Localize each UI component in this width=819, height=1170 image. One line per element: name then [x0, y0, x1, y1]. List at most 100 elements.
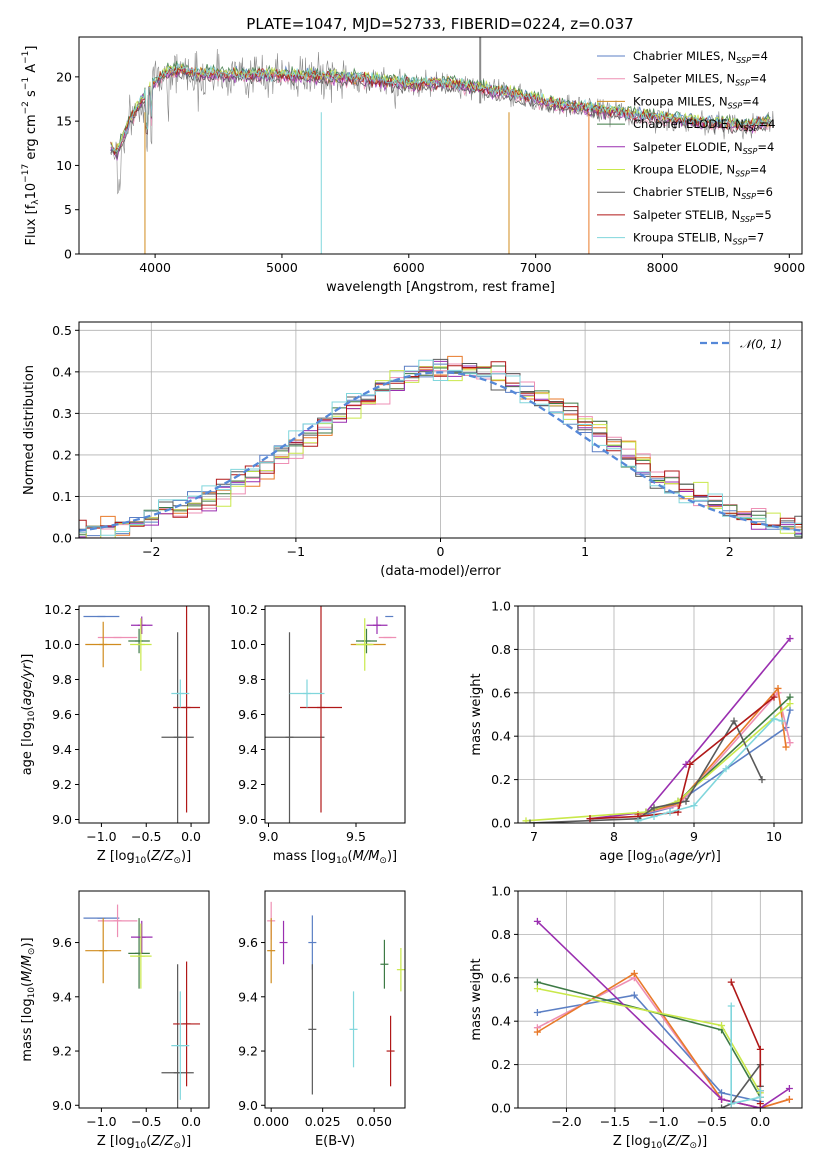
weight-marker: [718, 1104, 726, 1108]
weight-marker: [533, 978, 541, 986]
y-tick-label: 0.4: [491, 1014, 511, 1029]
weight-marker: [758, 776, 766, 784]
label-part: ⊙: [173, 856, 181, 866]
legend-count: =4: [750, 72, 767, 86]
weight-marker: [786, 693, 794, 701]
y-tick-label: 9.0: [52, 812, 72, 827]
y-tick-label: 15: [56, 114, 72, 129]
label-part: ]: [24, 46, 39, 51]
y-tick-label: 0.0: [491, 816, 511, 831]
label-part: ⊙: [173, 1141, 181, 1151]
y-tick-label: 9.8: [52, 672, 72, 687]
x-tick-label: −1.5: [600, 1114, 630, 1129]
weight-marker: [533, 917, 541, 925]
legend-entry: Kroupa STELIB, NSSP=7: [633, 231, 764, 247]
legend-entry: Chabrier STELIB, NSSP=6: [633, 185, 773, 201]
label-part: −1: [21, 77, 31, 90]
age_vs_mass-axes: 9.0 9.5 9.0 9.2 9.4 9.6 9.8 10.0 10.2 mass [log10…: [230, 602, 406, 866]
y-tick-label: 9.6: [52, 935, 72, 950]
weight-marker: [533, 1009, 541, 1017]
x-tick-label: 0.0: [750, 1114, 770, 1129]
y-axis-label: Flux [fλ10−17 erg cm−2 s−1 A−1]: [21, 46, 41, 246]
x-axis-label: mass [log10(M/M⊙)]: [273, 849, 397, 866]
x-tick-label: 8: [610, 829, 618, 844]
y-tick-label: 10: [56, 158, 72, 173]
axes-frame: [78, 321, 803, 539]
weight-marker: [786, 700, 794, 708]
errorbar-point: [131, 616, 153, 634]
label-part: )]: [181, 849, 191, 864]
x-axis-label: (data-model)/error: [380, 564, 501, 579]
legend-sub: SSP: [736, 56, 751, 65]
label-part: )]: [711, 849, 721, 864]
x-tick-label: 5000: [266, 260, 298, 275]
label-part: Z [log: [613, 1134, 651, 1149]
legend-sub: SSP: [735, 170, 750, 179]
y-tick-label: 0.4: [52, 364, 72, 379]
histogram-step: [79, 363, 802, 538]
legend-name: Chabrier MILES, N: [633, 49, 736, 63]
y-axis-label: mass [log10(M/M⊙)]: [20, 937, 37, 1061]
label-part: (: [348, 849, 353, 864]
y-tick-label: 9.2: [238, 1044, 258, 1059]
label-part: 10: [651, 1141, 663, 1151]
label-part: age [log: [599, 849, 652, 864]
y-tick-label: 10.0: [44, 637, 72, 652]
y-tick-label: 0.2: [52, 447, 72, 462]
legend-entry: Kroupa ELODIE, NSSP=4: [633, 163, 767, 179]
label-part: −1: [21, 51, 31, 64]
label-part: (: [662, 1134, 667, 1149]
y-tick-label: 9.2: [238, 777, 258, 792]
legend-sub: SSP: [744, 124, 759, 133]
errorbar-point: [356, 628, 377, 654]
legend-sub: SSP: [733, 238, 748, 247]
weight-marker: [718, 1095, 726, 1103]
weight-marker: [774, 684, 782, 692]
x-axis-label: E(B-V): [315, 1134, 355, 1149]
axes-frame: [264, 890, 406, 1109]
errorbar-point: [161, 632, 194, 823]
errorbar-point: [85, 918, 122, 984]
y-tick-label: 9.2: [52, 777, 72, 792]
legend-name: Kroupa MILES, N: [633, 94, 728, 108]
weight-line: [536, 920, 790, 1108]
x-tick-label: 7: [530, 829, 538, 844]
legend-sub: SSP: [728, 101, 743, 110]
y-tick-label: 0.8: [491, 642, 511, 657]
errorbar-point: [308, 964, 317, 1095]
x-tick-label: 9: [690, 829, 698, 844]
label-part: M/M: [20, 955, 35, 982]
errorbar-point: [267, 918, 276, 984]
weight-line: [537, 994, 761, 1103]
spectrum-axes: 4000 5000 6000 7000 8000 9000 0 5 10 15 20 waveleng…: [21, 36, 805, 295]
weight-marker: [526, 819, 534, 823]
weight-marker: [690, 802, 698, 810]
errorbar-point: [131, 920, 153, 954]
y-tick-label: 10.2: [44, 602, 72, 617]
label-part: erg cm: [24, 114, 39, 163]
axes-frame: [78, 605, 210, 824]
errorbar-point: [356, 618, 374, 671]
errorbar-point: [97, 904, 138, 938]
legend-name: Salpeter STELIB, N: [633, 208, 740, 222]
errorbar-point: [171, 679, 190, 708]
y-tick-label: 0.1: [52, 489, 72, 504]
weight-marker: [718, 1089, 726, 1097]
figure-title: PLATE=1047, MJD=52733, FIBERID=0224, z=0…: [246, 15, 633, 33]
x-tick-label: −2.0: [551, 1114, 581, 1129]
y-tick-label: 9.0: [52, 1098, 72, 1113]
y-tick-label: 0.0: [491, 1101, 511, 1116]
x-tick-label: 10: [766, 829, 782, 844]
label-part: age [log: [20, 722, 35, 775]
legend-count: =5: [755, 208, 772, 222]
label-part: )]: [181, 1134, 191, 1149]
mass_vs_ebv-marks: [267, 901, 405, 1095]
y-axis-label: mass weight: [469, 673, 484, 755]
weight-marker: [770, 693, 778, 701]
x-tick-label: 0: [437, 544, 445, 559]
legend-count: =4: [759, 117, 776, 131]
legend-count: =4: [751, 49, 768, 63]
axes-frame: [517, 605, 803, 824]
x-axis-label: age [log10(age/yr)]: [599, 849, 721, 866]
